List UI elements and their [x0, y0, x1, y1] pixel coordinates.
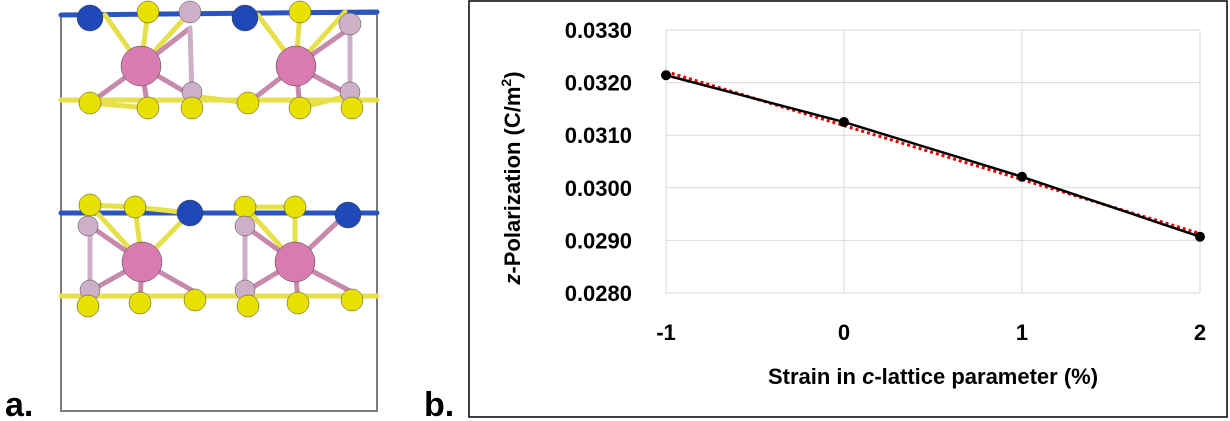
- data-point: [1017, 171, 1027, 182]
- x-tick-label: 0: [838, 320, 850, 345]
- atom-yellow: [236, 91, 260, 115]
- data-line: [665, 74, 1201, 238]
- atom-yellow: [288, 96, 312, 120]
- x-tick-label: -1: [656, 320, 676, 345]
- y-axis-title-italic: z: [500, 274, 525, 286]
- panel-b-label: b.: [424, 386, 454, 421]
- atom-pink-large: [121, 241, 163, 283]
- y-tick-label: 0.0290: [565, 228, 632, 253]
- atom-blue: [176, 199, 204, 227]
- y-axis-title: z-Polarization (C/m2): [498, 71, 525, 285]
- chart-series: [661, 70, 1205, 242]
- atom-blue: [231, 4, 259, 32]
- lower-layer-bonds: [58, 202, 380, 306]
- atom-yellow: [76, 294, 100, 318]
- upper-layer-atoms: [76, 0, 364, 120]
- y-tick-label: 0.0310: [565, 123, 632, 148]
- atom-yellow: [283, 195, 307, 219]
- x-axis-title-italic: c: [862, 364, 874, 389]
- x-tick-label: 1: [1016, 320, 1028, 345]
- atom-pink-large: [274, 241, 316, 283]
- atom-lightpink: [338, 12, 362, 36]
- atom-lightpink: [77, 215, 99, 237]
- data-point: [1195, 231, 1205, 242]
- chart-grid: [665, 29, 1201, 294]
- y-tick-label: 0.0280: [565, 281, 632, 306]
- y-tick-label: 0.0300: [565, 176, 632, 201]
- atom-blue: [334, 201, 362, 229]
- atom-yellow: [128, 291, 152, 315]
- atom-pink-large: [275, 45, 317, 87]
- chart-frame: [468, 0, 1228, 418]
- atom-yellow: [123, 195, 147, 219]
- atom-yellow: [233, 195, 257, 219]
- atom-yellow: [78, 193, 102, 217]
- atom-pink-large: [120, 45, 162, 87]
- y-axis-title-close: ): [500, 71, 525, 78]
- atom-yellow: [183, 288, 207, 312]
- x-axis-title-start: Strain in: [768, 364, 862, 389]
- data-point: [661, 70, 671, 81]
- atom-yellow: [288, 0, 312, 24]
- y-tick-label: 0.0330: [565, 18, 632, 43]
- atom-yellow: [136, 96, 160, 120]
- atom-lightpink: [234, 215, 256, 237]
- atom-yellow: [78, 91, 102, 115]
- atom-yellow: [236, 294, 260, 318]
- atom-yellow: [286, 291, 310, 315]
- atom-yellow: [180, 96, 204, 120]
- x-axis-title: Strain in c-lattice parameter (%): [768, 364, 1098, 389]
- atom-yellow: [340, 288, 364, 312]
- upper-layer-bonds: [58, 9, 380, 111]
- atom-yellow: [340, 96, 364, 120]
- lower-layer-atoms: [76, 193, 364, 318]
- x-axis-title-end: -lattice parameter (%): [874, 364, 1098, 389]
- atom-yellow: [136, 0, 160, 24]
- y-axis-title-main: -Polarization (C/m: [500, 87, 525, 274]
- atom-blue: [76, 4, 104, 32]
- panel-a-label: a.: [5, 386, 33, 421]
- y-tick-label: 0.0320: [565, 71, 632, 96]
- crystal-structure-panel: [58, 0, 380, 412]
- y-axis-title-superscript: 2: [498, 79, 514, 87]
- data-point: [839, 117, 849, 128]
- x-tick-label: 2: [1194, 320, 1206, 345]
- atom-lightpink: [178, 0, 202, 24]
- chart-tick-labels: 0.0280 0.0290 0.0300 0.0310 0.0320 0.0330 -1 0 1…: [565, 18, 1206, 345]
